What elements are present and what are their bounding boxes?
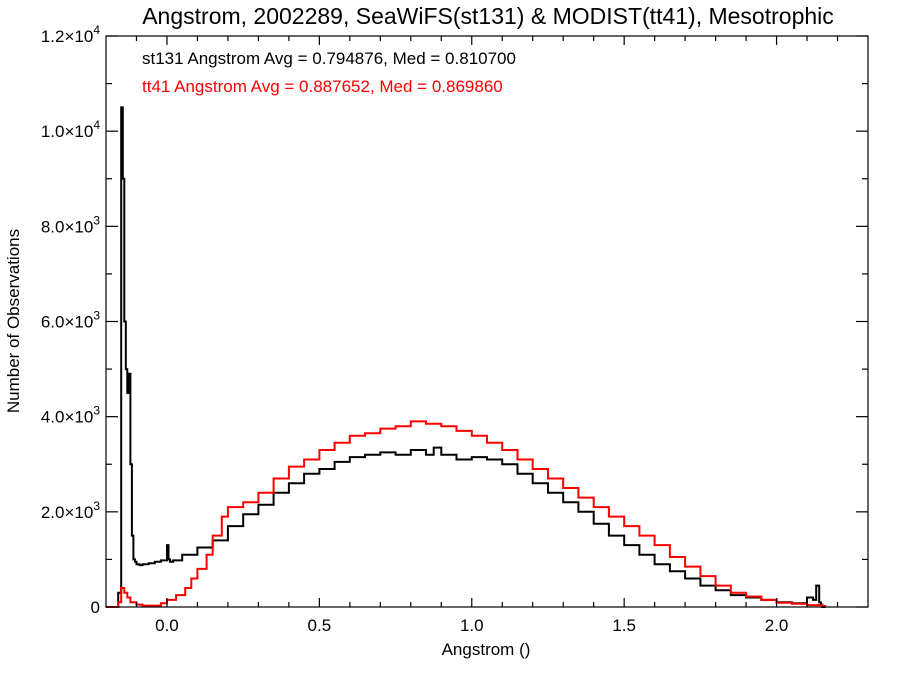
x-axis-label: Angstrom () bbox=[442, 640, 531, 659]
x-tick-label: 1.0 bbox=[460, 616, 484, 635]
tick-layer: 0.0 0.5 1.0 1.5 2.0 0 2.0×103 4.0×103 6.0×103 8.0… bbox=[41, 23, 868, 635]
y-axis-label: Number of Observations bbox=[4, 229, 23, 413]
x-tick-label: 0.5 bbox=[308, 616, 332, 635]
stat-line-tt41: tt41 Angstrom Avg = 0.887652, Med = 0.86… bbox=[142, 77, 503, 96]
stat-line-st131: st131 Angstrom Avg = 0.794876, Med = 0.8… bbox=[142, 49, 516, 68]
series-layer bbox=[106, 106, 827, 608]
y-tick-label: 1.0×104 bbox=[41, 118, 100, 141]
x-tick-label: 0.0 bbox=[155, 616, 179, 635]
plot-area: 0.0 0.5 1.0 1.5 2.0 0 2.0×103 4.0×103 6.0×103 8.0… bbox=[41, 23, 869, 635]
y-tick-label: 6.0×103 bbox=[41, 309, 100, 332]
y-tick-label: 2.0×103 bbox=[41, 499, 100, 522]
y-tick-label: 0 bbox=[91, 598, 100, 617]
chart-title: Angstrom, 2002289, SeaWiFS(st131) & MODI… bbox=[142, 3, 834, 29]
series-line-2 bbox=[106, 420, 827, 608]
x-tick-label: 2.0 bbox=[765, 616, 789, 635]
y-tick-label: 4.0×103 bbox=[41, 404, 100, 427]
plot-frame bbox=[105, 35, 869, 608]
x-tick-label: 1.5 bbox=[612, 616, 636, 635]
y-tick-label: 1.2×104 bbox=[41, 23, 100, 46]
y-tick-label: 8.0×103 bbox=[41, 213, 100, 236]
series-line-1 bbox=[106, 106, 826, 608]
